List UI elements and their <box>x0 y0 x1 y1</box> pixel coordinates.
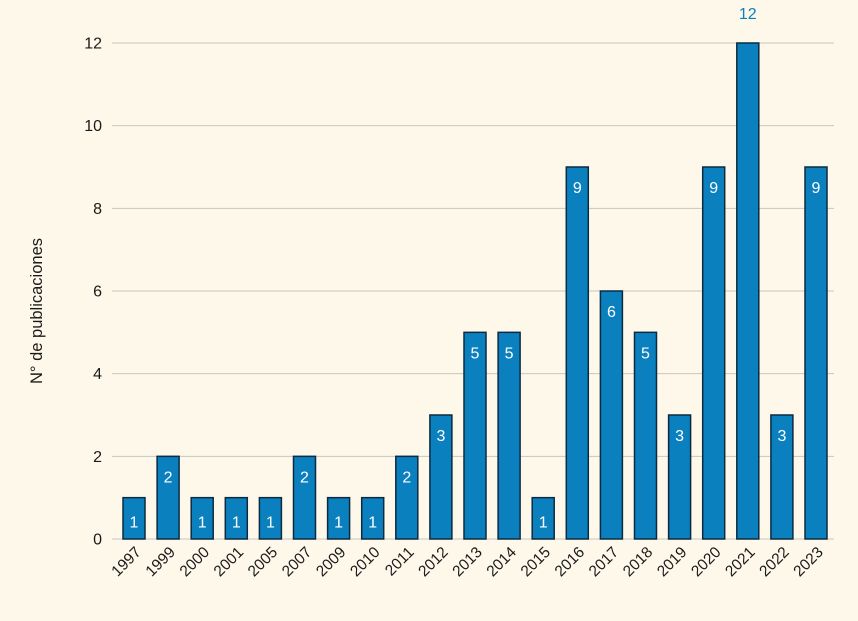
y-tick-label: 4 <box>93 366 102 383</box>
x-tick-label: 2010 <box>347 544 384 581</box>
y-tick-label: 2 <box>93 449 102 466</box>
x-tick-label: 2022 <box>756 544 792 580</box>
bar <box>804 166 828 540</box>
bar <box>770 414 794 540</box>
bar <box>463 331 487 540</box>
bar <box>531 496 555 540</box>
bar <box>190 496 214 540</box>
bar-value-label: 3 <box>777 428 786 445</box>
bar-value-label: 6 <box>607 304 616 321</box>
bar-value-label: 2 <box>300 469 309 486</box>
bar-value-label: 1 <box>266 515 275 532</box>
x-tick-label: 2011 <box>382 544 418 580</box>
bar <box>360 496 385 540</box>
bar-value-label: 1 <box>368 515 377 532</box>
x-tick-label: 2016 <box>552 544 588 580</box>
x-tick-label: 1997 <box>108 544 144 580</box>
bar-value-label: 3 <box>675 428 684 445</box>
bar <box>122 496 146 540</box>
bar-value-label: 1 <box>198 515 207 532</box>
bar <box>667 414 692 540</box>
bar <box>736 42 760 540</box>
bar-value-label: 1 <box>232 515 241 532</box>
bar <box>326 496 351 540</box>
bar-value-label: 5 <box>471 345 480 362</box>
bar <box>429 414 453 540</box>
bar-value-label: 5 <box>505 345 514 362</box>
x-axis-ticks: 1997199920002001200520072009201020112012… <box>108 544 826 581</box>
bar-value-label: 9 <box>573 180 582 197</box>
bar <box>497 331 521 540</box>
x-tick-label: 2012 <box>415 544 451 580</box>
x-tick-label: 2005 <box>245 544 281 580</box>
bar <box>599 290 624 540</box>
bar-value-label: 3 <box>436 428 445 445</box>
x-tick-label: 2009 <box>313 544 349 580</box>
bars <box>122 42 828 540</box>
bar <box>565 166 590 540</box>
x-tick-label: 1999 <box>143 544 179 580</box>
x-tick-label: 2017 <box>586 544 622 580</box>
y-tick-label: 6 <box>93 284 102 301</box>
y-tick-label: 8 <box>93 201 102 218</box>
bar-value-label: 2 <box>402 469 411 486</box>
x-tick-label: 2001 <box>211 544 247 580</box>
bar-value-label: 1 <box>539 515 548 532</box>
x-tick-label: 2020 <box>688 544 725 581</box>
bar-value-label: 2 <box>164 469 173 486</box>
x-tick-label: 2019 <box>654 544 690 580</box>
x-tick-label: 2013 <box>449 544 485 580</box>
bar <box>292 455 317 540</box>
bar-value-label: 1 <box>334 515 343 532</box>
y-axis-ticks: 0 2 4 6 8 10 12 <box>84 36 102 549</box>
bar <box>224 496 249 540</box>
bar-value-label: 12 <box>739 6 757 23</box>
x-tick-label: 2023 <box>790 544 826 580</box>
bar-value-label: 1 <box>130 515 139 532</box>
x-tick-label: 2021 <box>722 544 758 580</box>
x-tick-label: 2018 <box>620 544 656 580</box>
bar-value-label: 9 <box>709 180 718 197</box>
bar <box>633 331 658 540</box>
bar <box>701 166 726 540</box>
x-tick-label: 2007 <box>279 544 315 580</box>
bar <box>156 455 180 540</box>
y-tick-label: 12 <box>84 36 102 53</box>
bar <box>258 496 283 540</box>
x-tick-label: 2014 <box>484 544 521 581</box>
bar-value-label: 5 <box>641 345 650 362</box>
y-axis-label: N° de publicaciones <box>28 238 46 384</box>
y-tick-label: 0 <box>93 532 102 549</box>
y-tick-label: 10 <box>84 118 102 135</box>
bar-value-label: 9 <box>812 180 821 197</box>
x-tick-label: 2000 <box>177 544 214 581</box>
bar <box>395 455 419 540</box>
x-tick-label: 2015 <box>518 544 554 580</box>
